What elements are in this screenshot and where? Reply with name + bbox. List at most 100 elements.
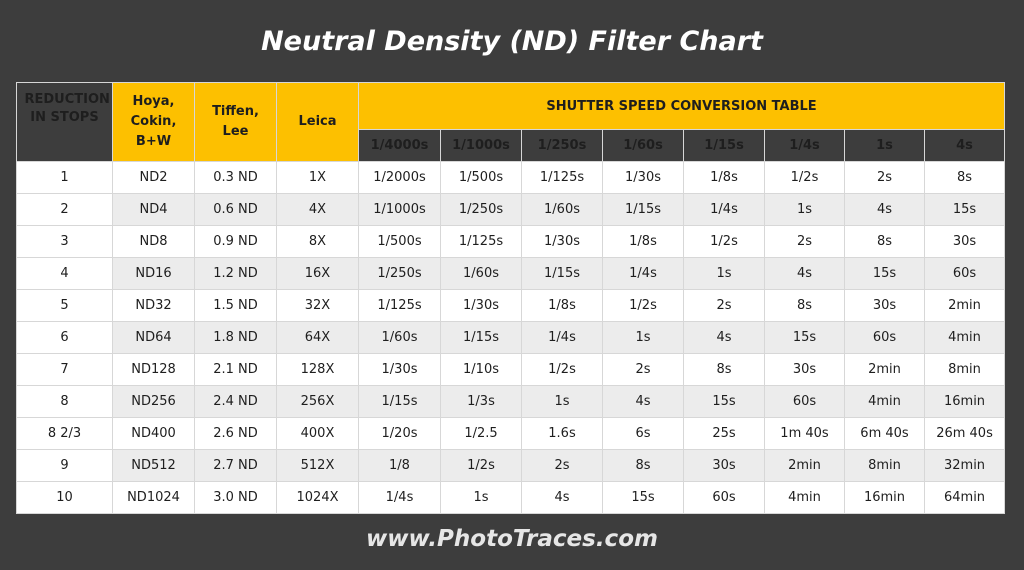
table-row: 5 ND32 1.5 ND 32X 1/125s 1/30s 1/8s 1/2s 2s 8s 30s…: [16, 289, 1006, 322]
table-cell: 1/125s: [358, 289, 441, 322]
table-cell: 64X: [276, 321, 359, 354]
table-cell: ND128: [112, 353, 195, 386]
table-cell: 1/8s: [602, 225, 684, 258]
table-cell: 1/2s: [521, 353, 603, 386]
table-cell: 30s: [923, 225, 1006, 258]
table-row: 8 ND256 2.4 ND 256X 1/15s 1/3s 1s 4s 15s 60s 4min 1…: [16, 385, 1006, 418]
table-cell: 1s: [440, 481, 522, 514]
stops-cell: 7: [16, 353, 113, 386]
table-cell: ND8: [112, 225, 195, 258]
speed-header-6: 1s: [844, 129, 925, 162]
table-cell: 1/30s: [521, 225, 603, 258]
table-cell: 4min: [923, 321, 1006, 354]
stops-cell: 6: [16, 321, 113, 354]
stops-cell: 1: [16, 161, 113, 194]
table-cell: 1/8s: [521, 289, 603, 322]
table-row: 7 ND128 2.1 ND 128X 1/30s 1/10s 1/2s 2s 8s 30s 2mi…: [16, 353, 1006, 386]
table-cell: 15s: [764, 321, 845, 354]
header-hoya-label: Hoya, Cokin, B+W: [130, 94, 177, 149]
table-cell: 32min: [923, 449, 1006, 482]
table-cell: 1/4s: [602, 257, 684, 290]
table-cell: ND4: [112, 193, 195, 226]
table-cell: 1/10s: [440, 353, 522, 386]
table-cell: 30s: [683, 449, 765, 482]
table-cell: 256X: [276, 385, 359, 418]
header-tiffen-lee: Tiffen, Lee: [194, 82, 277, 162]
table-cell: 8s: [683, 353, 765, 386]
table-cell: 1/2s: [764, 161, 845, 194]
table-cell: ND16: [112, 257, 195, 290]
table-cell: 0.9 ND: [194, 225, 277, 258]
table-cell: 1/4s: [683, 193, 765, 226]
speed-header-3: 1/60s: [602, 129, 684, 162]
table-cell: 1/15s: [358, 385, 441, 418]
table-row: 2 ND4 0.6 ND 4X 1/1000s 1/250s 1/60s 1/15s 1/4s 1…: [16, 193, 1006, 226]
table-cell: 16min: [923, 385, 1006, 418]
table-cell: 1/2s: [602, 289, 684, 322]
header-reduction-in-stops: REDUCTION IN STOPS: [16, 82, 113, 162]
table-cell: 4min: [844, 385, 925, 418]
table-cell: 1s: [764, 193, 845, 226]
table-cell: 1s: [683, 257, 765, 290]
table-cell: 1s: [521, 385, 603, 418]
table-cell: 1/3s: [440, 385, 522, 418]
footer-url: www.PhotoTraces.com: [366, 526, 658, 552]
speed-header-2: 1/250s: [521, 129, 603, 162]
table-cell: 2s: [683, 289, 765, 322]
table-cell: 8min: [923, 353, 1006, 386]
table-cell: 1/30s: [440, 289, 522, 322]
table-cell: 8X: [276, 225, 359, 258]
table-cell: 4s: [844, 193, 925, 226]
table-cell: 2s: [764, 225, 845, 258]
table-cell: 0.6 ND: [194, 193, 277, 226]
table-cell: 1/250s: [358, 257, 441, 290]
table-cell: 60s: [683, 481, 765, 514]
table-cell: 1.8 ND: [194, 321, 277, 354]
table-row: 10 ND1024 3.0 ND 1024X 1/4s 1s 4s 15s 60s 4min 16m…: [16, 481, 1006, 514]
table-cell: 4s: [764, 257, 845, 290]
table-cell: 1/500s: [440, 161, 522, 194]
table-cell: 8s: [764, 289, 845, 322]
table-cell: 1/125s: [440, 225, 522, 258]
table-cell: 2.4 ND: [194, 385, 277, 418]
table-cell: 1/60s: [358, 321, 441, 354]
table-cell: 400X: [276, 417, 359, 450]
table-cell: 1/8: [358, 449, 441, 482]
table-cell: 3.0 ND: [194, 481, 277, 514]
table-cell: 2.6 ND: [194, 417, 277, 450]
header-shutter-label: SHUTTER SPEED CONVERSION TABLE: [546, 98, 817, 114]
stops-cell: 8: [16, 385, 113, 418]
table-cell: 64min: [923, 481, 1006, 514]
table-cell: ND64: [112, 321, 195, 354]
table-cell: 1/15s: [602, 193, 684, 226]
table-cell: ND1024: [112, 481, 195, 514]
stops-cell: 8 2/3: [16, 417, 113, 450]
table-cell: ND512: [112, 449, 195, 482]
table-cell: 1/15s: [521, 257, 603, 290]
table-cell: 2s: [844, 161, 925, 194]
table-cell: 30s: [844, 289, 925, 322]
table-cell: 8s: [602, 449, 684, 482]
table-cell: 1.2 ND: [194, 257, 277, 290]
header-leica-label: Leica: [298, 114, 337, 129]
header-shutter-speed-conversion: SHUTTER SPEED CONVERSION TABLE: [357, 82, 1006, 130]
table-cell: ND2: [112, 161, 195, 194]
table-cell: 4X: [276, 193, 359, 226]
table-cell: ND256: [112, 385, 195, 418]
table-cell: 1/125s: [521, 161, 603, 194]
nd-filter-table: REDUCTION IN STOPS Hoya, Cokin, B+W Tiff…: [16, 82, 1006, 514]
table-cell: 16min: [844, 481, 925, 514]
table-cell: 2s: [602, 353, 684, 386]
table-cell: 1/2s: [440, 449, 522, 482]
table-cell: 0.3 ND: [194, 161, 277, 194]
table-cell: ND32: [112, 289, 195, 322]
table-cell: 6m 40s: [844, 417, 925, 450]
table-row: 9 ND512 2.7 ND 512X 1/8 1/2s 2s 8s 30s 2min 8min 32…: [16, 449, 1006, 482]
table-cell: 6s: [602, 417, 684, 450]
table-cell: 15s: [923, 193, 1006, 226]
chart-title: Neutral Density (ND) Filter Chart: [261, 26, 763, 57]
table-cell: 1/4s: [358, 481, 441, 514]
table-cell: 1.6s: [521, 417, 603, 450]
table-cell: 1/2000s: [358, 161, 441, 194]
speed-header-5: 1/4s: [764, 129, 845, 162]
